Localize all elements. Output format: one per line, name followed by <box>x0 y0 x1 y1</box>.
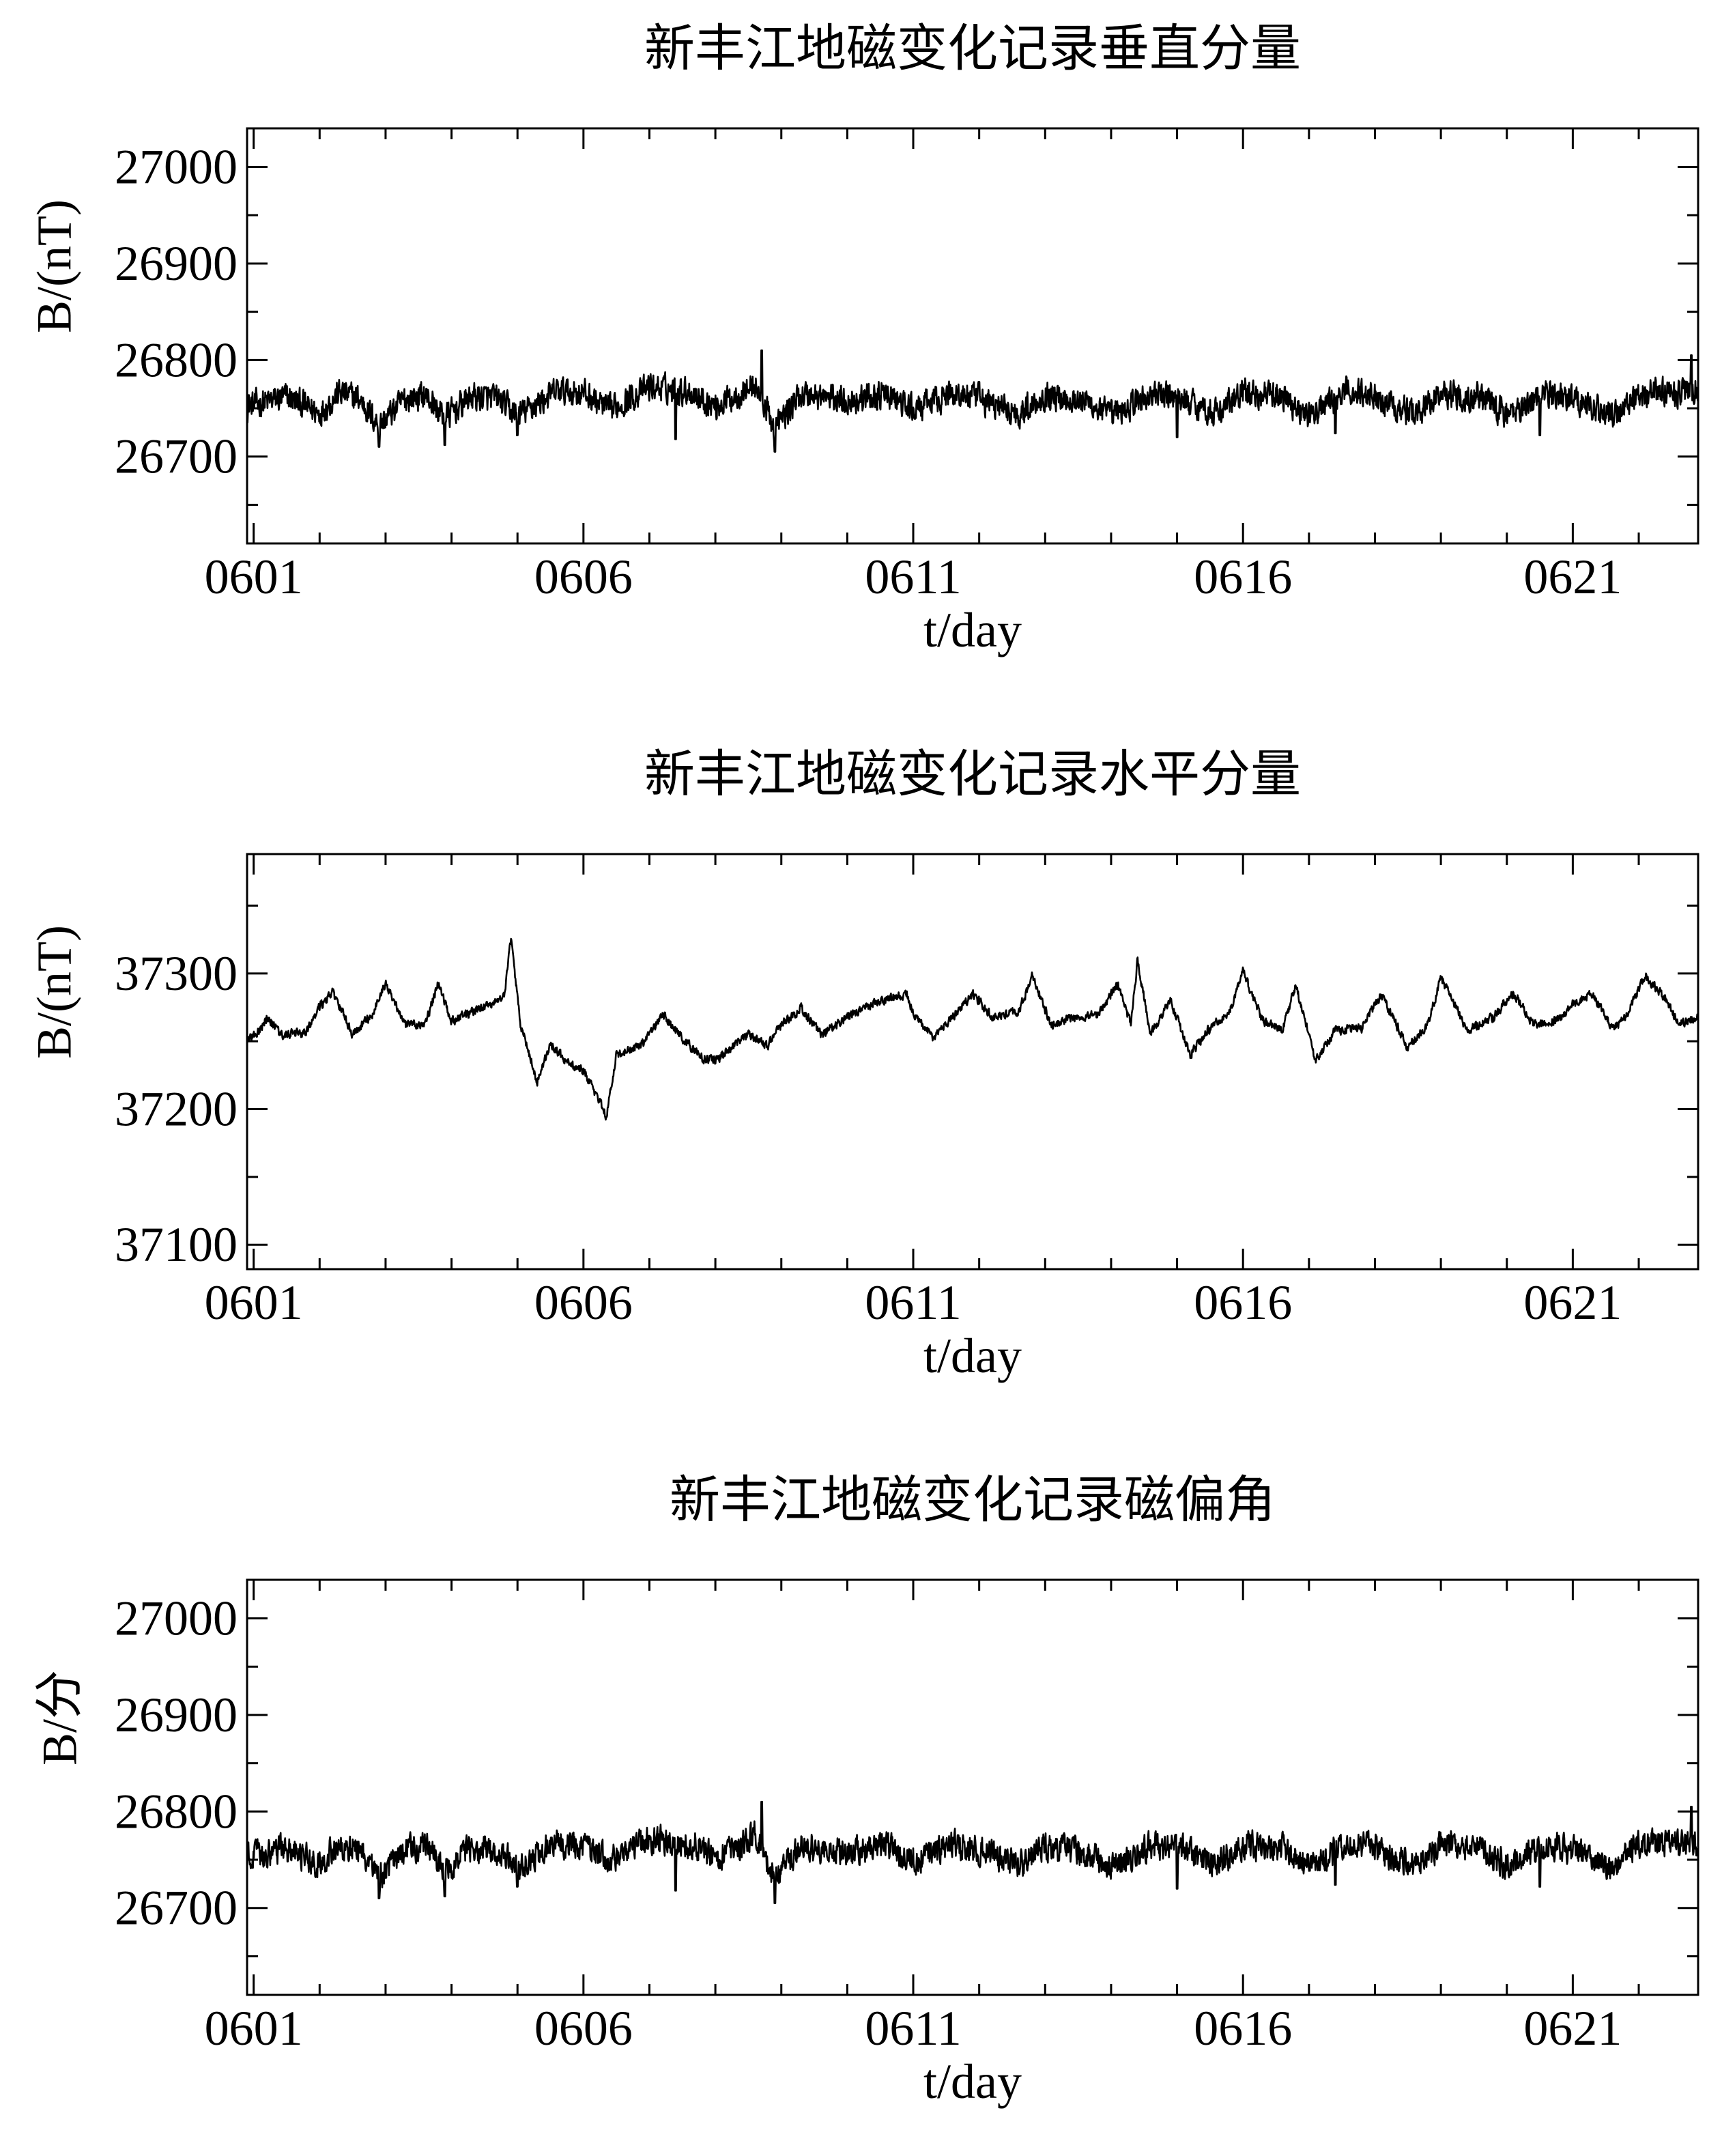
x-axis-label: t/day <box>923 603 1022 657</box>
chart-panel-vertical: 新丰江地磁变化记录垂直分量 B/(nT) t/day 0601 0606 0611 0… <box>0 0 1722 705</box>
y-tick-label: 26900 <box>115 1688 238 1742</box>
x-axis-label: t/day <box>923 2054 1022 2109</box>
y-tick-label: 26700 <box>115 1881 238 1935</box>
chart-horizontal-plot: 0601 0606 0611 0616 0621 37100 37200 37300 <box>115 853 1699 1330</box>
y-tick-label: 27000 <box>115 1591 238 1646</box>
x-tick-label: 0611 <box>865 550 961 604</box>
chart-vertical-plot: 0601 0606 0611 0616 0621 26700 26800 26900 27000 <box>115 127 1699 604</box>
y-tick-label: 26800 <box>115 332 238 387</box>
y-tick-label: 37200 <box>115 1082 238 1137</box>
plot-frame <box>246 853 1699 1271</box>
x-axis-label: t/day <box>923 1329 1022 1383</box>
x-tick-label: 0606 <box>534 1275 633 1330</box>
x-tick-label: 0611 <box>865 2001 961 2056</box>
x-tick-label: 0601 <box>205 2001 303 2056</box>
x-tick-label: 0601 <box>205 550 303 604</box>
chart-title: 新丰江地磁变化记录磁偏角 <box>670 1471 1276 1529</box>
chart-declination-plot: 0601 0606 0611 0616 0621 26700 26800 26900 27000 <box>115 1578 1699 2056</box>
series-line-水平分量 <box>247 937 1698 1121</box>
x-tick-label: 0616 <box>1194 1275 1292 1330</box>
x-tick-label: 0606 <box>534 2001 633 2056</box>
chart-title: 新丰江地磁变化记录水平分量 <box>644 745 1301 804</box>
y-tick-label: 37100 <box>115 1217 238 1272</box>
y-tick-label: 26800 <box>115 1784 238 1839</box>
chart-title: 新丰江地磁变化记录垂直分量 <box>644 19 1301 78</box>
y-tick-label: 27000 <box>115 140 238 195</box>
series-line-磁偏角 <box>247 1800 1698 1905</box>
x-tick-label: 0601 <box>205 1275 303 1330</box>
chart-panel-horizontal: 新丰江地磁变化记录水平分量 B/(nT) t/day 0601 0606 0611 0… <box>0 726 1722 1430</box>
x-tick-label: 0616 <box>1194 2001 1292 2056</box>
plot-frame <box>246 1578 1699 1996</box>
y-tick-label: 26700 <box>115 429 238 484</box>
x-tick-label: 0621 <box>1523 550 1622 604</box>
x-tick-label: 0611 <box>865 1275 961 1330</box>
chart-panel-declination: 新丰江地磁变化记录磁偏角 B/分 t/day 0601 0606 0611 0616 0… <box>0 1451 1722 2156</box>
plot-frame <box>246 127 1699 545</box>
y-tick-label: 26900 <box>115 236 238 291</box>
y-tick-label: 37300 <box>115 946 238 1001</box>
x-tick-label: 0621 <box>1523 2001 1622 2056</box>
x-tick-label: 0621 <box>1523 1275 1622 1330</box>
x-tick-label: 0616 <box>1194 550 1292 604</box>
series-line-垂直分量 <box>247 349 1698 453</box>
x-tick-label: 0606 <box>534 550 633 604</box>
